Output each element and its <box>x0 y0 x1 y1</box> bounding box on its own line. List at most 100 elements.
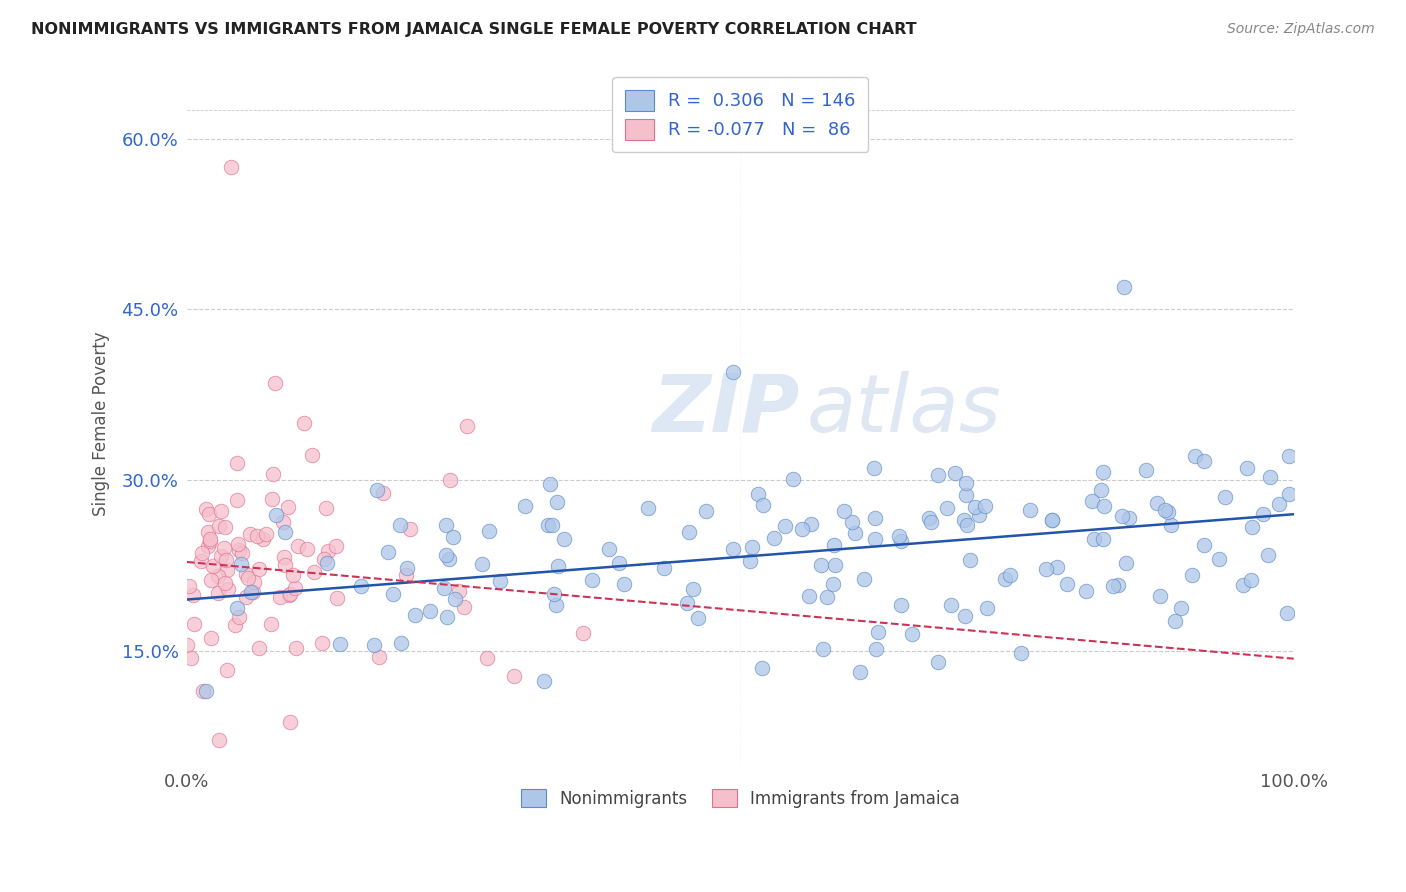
Point <box>920 515 942 529</box>
Point <box>800 516 823 531</box>
Point <box>695 504 717 518</box>
Point <box>865 642 887 657</box>
Point <box>844 526 866 541</box>
Point <box>1260 470 1282 484</box>
Point <box>741 540 763 554</box>
Point <box>471 557 494 571</box>
Point <box>799 589 821 603</box>
Point <box>1107 578 1129 592</box>
Point <box>900 627 922 641</box>
Point <box>240 584 263 599</box>
Point <box>1035 562 1057 576</box>
Point <box>315 500 337 515</box>
Point <box>243 574 266 589</box>
Point <box>193 684 215 698</box>
Point <box>1277 607 1299 621</box>
Point <box>217 582 239 596</box>
Point <box>207 733 229 747</box>
Point <box>363 639 385 653</box>
Point <box>811 642 834 657</box>
Point <box>191 546 214 560</box>
Point <box>389 635 412 649</box>
Point <box>295 542 318 557</box>
Point <box>1090 483 1112 497</box>
Point <box>489 574 512 588</box>
Point <box>1149 589 1171 603</box>
Point <box>177 579 200 593</box>
Point <box>832 504 855 518</box>
Point <box>581 573 603 587</box>
Point <box>209 549 232 563</box>
Point <box>762 531 785 545</box>
Point <box>215 564 238 578</box>
Point <box>939 598 962 612</box>
Point <box>1192 454 1215 468</box>
Point <box>200 631 222 645</box>
Point <box>1114 279 1136 293</box>
Point <box>969 508 991 522</box>
Point <box>217 663 239 677</box>
Point <box>810 558 832 572</box>
Text: NONIMMIGRANTS VS IMMIGRANTS FROM JAMAICA SINGLE FEMALE POVERTY CORRELATION CHART: NONIMMIGRANTS VS IMMIGRANTS FROM JAMAICA… <box>31 22 917 37</box>
Point <box>1278 487 1301 501</box>
Point <box>439 473 461 487</box>
Point <box>190 553 212 567</box>
Point <box>434 518 457 533</box>
Point <box>752 498 775 512</box>
Point <box>1163 614 1185 628</box>
Point <box>200 573 222 587</box>
Point <box>1083 532 1105 546</box>
Point <box>887 529 910 543</box>
Point <box>1257 548 1279 562</box>
Point <box>546 494 568 508</box>
Point <box>235 566 257 581</box>
Point <box>1278 449 1301 463</box>
Point <box>1115 556 1137 570</box>
Point <box>278 714 301 729</box>
Point <box>1232 578 1254 592</box>
Point <box>273 515 295 529</box>
Point <box>311 636 333 650</box>
Point <box>1236 461 1258 475</box>
Point <box>273 525 295 540</box>
Legend: Nonimmigrants, Immigrants from Jamaica: Nonimmigrants, Immigrants from Jamaica <box>513 782 967 814</box>
Point <box>994 572 1017 586</box>
Point <box>194 684 217 698</box>
Point <box>543 587 565 601</box>
Point <box>395 568 418 582</box>
Point <box>236 571 259 585</box>
Point <box>1010 646 1032 660</box>
Point <box>366 483 388 497</box>
Point <box>183 616 205 631</box>
Point <box>441 530 464 544</box>
Point <box>246 529 269 543</box>
Point <box>260 616 283 631</box>
Point <box>281 567 304 582</box>
Point <box>287 539 309 553</box>
Point <box>890 598 912 612</box>
Point <box>371 485 394 500</box>
Point <box>652 561 675 575</box>
Point <box>1154 503 1177 517</box>
Point <box>434 549 457 563</box>
Point <box>224 617 246 632</box>
Point <box>197 539 219 553</box>
Point <box>316 544 339 558</box>
Point <box>212 541 235 556</box>
Point <box>965 500 987 514</box>
Point <box>751 661 773 675</box>
Point <box>314 552 336 566</box>
Point <box>533 674 555 689</box>
Point <box>513 499 536 513</box>
Point <box>740 554 762 568</box>
Point <box>1042 513 1064 527</box>
Point <box>278 587 301 601</box>
Point <box>782 472 804 486</box>
Point <box>235 590 257 604</box>
Point <box>262 492 284 507</box>
Point <box>1160 518 1182 533</box>
Point <box>553 533 575 547</box>
Point <box>547 558 569 573</box>
Point <box>956 518 979 533</box>
Point <box>419 604 441 618</box>
